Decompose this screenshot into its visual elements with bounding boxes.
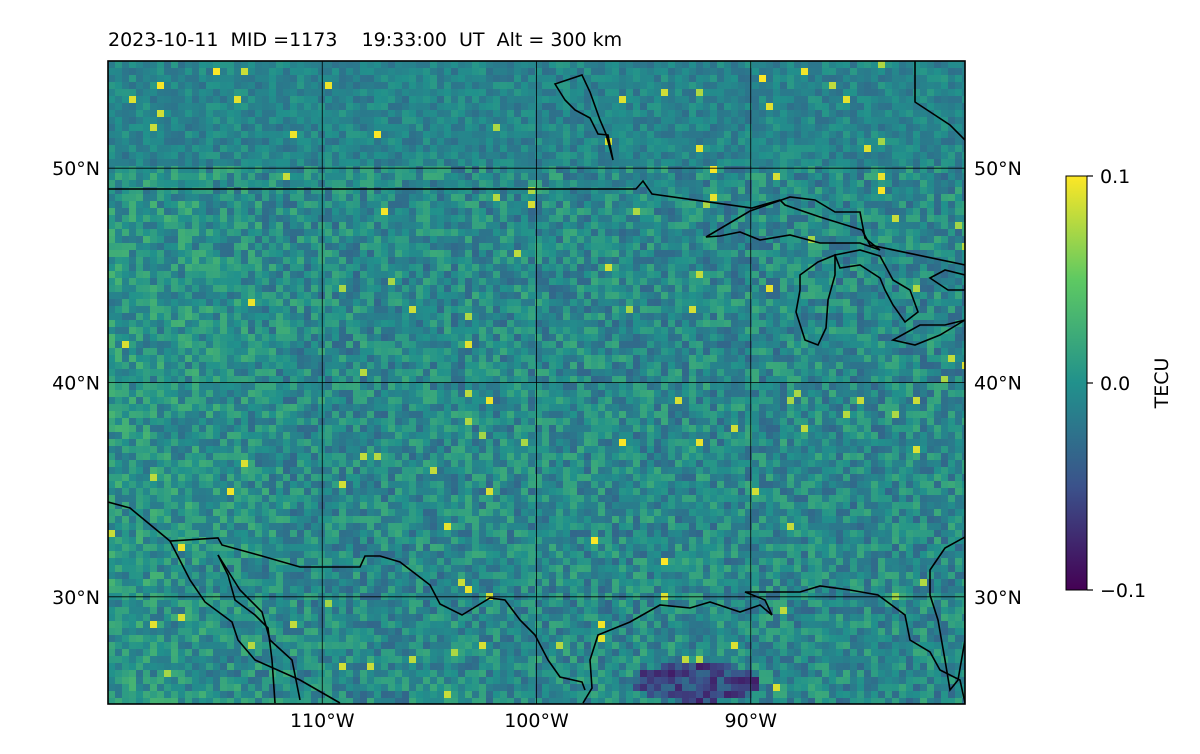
colorbar-gradient xyxy=(1066,176,1087,590)
colorbar-label: TECU xyxy=(1151,358,1173,410)
map-title: 2023-10-11 MID =1173 19:33:00 UT Alt = 3… xyxy=(108,29,622,51)
colorbar-tick-label: 0.1 xyxy=(1100,166,1130,188)
x-tick-label: 90°W xyxy=(725,710,778,732)
x-tick-label: 110°W xyxy=(290,710,355,732)
colorbar-tick-label: 0.0 xyxy=(1100,373,1130,395)
x-tick-label: 100°W xyxy=(504,710,569,732)
y-tick-label-right: 50°N xyxy=(974,158,1022,180)
colorbar-tick-label: −0.1 xyxy=(1100,580,1146,602)
y-tick-label-right: 40°N xyxy=(974,373,1022,395)
colorbar: 0.1 0.0 −0.1 TECU xyxy=(1066,166,1173,602)
x-tick-labels: 110°W 100°W 90°W xyxy=(290,710,777,732)
y-tick-label-left: 50°N xyxy=(52,158,100,180)
y-tick-label-right: 30°N xyxy=(974,587,1022,609)
y-tick-label-left: 40°N xyxy=(52,373,100,395)
y-tick-label-left: 30°N xyxy=(52,587,100,609)
tec-field-raster xyxy=(108,61,970,706)
